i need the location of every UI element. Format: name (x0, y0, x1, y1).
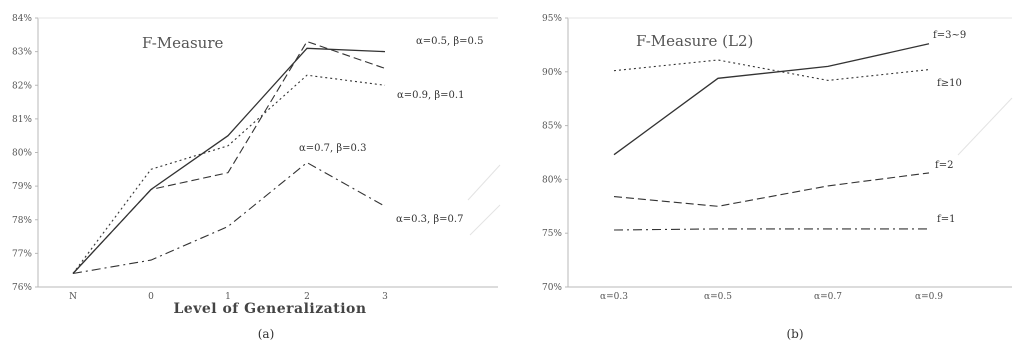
chart-a-x-tick-label: 0 (148, 292, 154, 302)
chart-b-annotation-f2: f=2 (935, 160, 953, 171)
chart-b-series-line-1 (613, 59, 930, 81)
chart-a-y-tick-label: 84% (12, 14, 32, 24)
chart-a-y-tick-label: 80% (12, 149, 32, 159)
chart-a-title: F-Measure (142, 34, 224, 52)
chart-b-caption: (b) (786, 327, 803, 341)
chart-a-series-line-1 (72, 74, 386, 274)
chart-b-y-tick-label: 90% (542, 68, 562, 78)
chart-b-series-line-3 (613, 228, 929, 231)
chart-b-x-tick-label: α=0.7 (814, 292, 842, 302)
chart-a-caption: (a) (258, 327, 275, 341)
chart-a-y-tick-label: 79% (12, 182, 32, 192)
chart-a-x-tick-label: 1 (225, 292, 231, 302)
chart-b-y-tick-label: 85% (542, 122, 562, 132)
chart-b-x-tick-label: α=0.3 (600, 292, 628, 302)
chart-a-series-line-3 (72, 161, 386, 275)
chart-a-y-tick-label: 77% (12, 249, 32, 259)
chart-a-annotation-alpha-0.9: α=0.9, β=0.1 (397, 90, 464, 101)
chart-a-series-line-0 (72, 47, 386, 274)
chart-a-annotation-alpha-0.3: α=0.3, β=0.7 (396, 214, 463, 225)
chart-a-annotation-alpha-0.5: α=0.5, β=0.5 (416, 36, 483, 47)
chart-a-perspective-edge-2 (467, 164, 501, 201)
chart-b: F-Measure (L2) (b) f=3~9 f≥10 f=2 f=1 (567, 17, 1013, 341)
chart-b-annotation-f3-9: f=3~9 (933, 30, 966, 41)
chart-b-x-tick-label: α=0.5 (704, 292, 732, 302)
chart-b-title: F-Measure (L2) (636, 32, 753, 50)
chart-a-y-tick-label: 78% (12, 216, 32, 226)
chart-b-y-tick-label: 70% (542, 283, 562, 293)
chart-b-perspective-edge-2 (957, 97, 1013, 156)
chart-b-y-tick-label: 95% (542, 14, 562, 24)
chart-a-perspective-edge-3 (469, 204, 501, 236)
chart-a-x-tick-label: 2 (304, 292, 310, 302)
chart-b-series-line-0 (613, 43, 930, 156)
chart-a-y-tick-label: 82% (12, 81, 32, 91)
chart-b-annotation-f10: f≥10 (937, 78, 962, 89)
chart-a: F-Measure Level of Generalization (a) α=… (37, 17, 501, 341)
chart-a-annotation-alpha-0.7: α=0.7, β=0.3 (299, 143, 366, 154)
chart-a-y-tick-label: 83% (12, 48, 32, 58)
chart-a-y-tick-label: 81% (12, 115, 32, 125)
chart-b-series-line-2 (613, 172, 930, 207)
chart-a-y-tick-label: 76% (12, 283, 32, 293)
chart-a-xlabel: Level of Generalization (173, 301, 366, 317)
chart-a-x-tick-label: 3 (382, 292, 388, 302)
chart-a-x-tick-label: N (69, 292, 77, 302)
chart-b-y-tick-label: 75% (542, 229, 562, 239)
chart-b-y-tick-label: 80% (542, 175, 562, 185)
chart-b-annotation-f1: f=1 (937, 214, 955, 225)
chart-a-series-line-2 (72, 40, 386, 274)
chart-b-x-tick-label: α=0.9 (915, 292, 943, 302)
